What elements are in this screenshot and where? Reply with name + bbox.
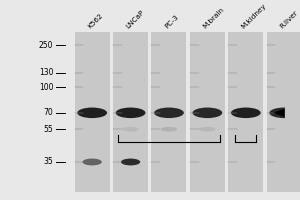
Bar bbox=[152, 32, 187, 192]
Text: 35: 35 bbox=[44, 157, 53, 166]
Text: M.kidney: M.kidney bbox=[240, 3, 267, 30]
Text: 70: 70 bbox=[44, 108, 53, 117]
Ellipse shape bbox=[231, 108, 261, 118]
Ellipse shape bbox=[193, 108, 222, 118]
Ellipse shape bbox=[116, 108, 146, 118]
Text: 250: 250 bbox=[39, 41, 53, 50]
Bar bbox=[228, 32, 263, 192]
Text: K562: K562 bbox=[86, 13, 104, 30]
Ellipse shape bbox=[161, 127, 177, 132]
Polygon shape bbox=[272, 109, 284, 117]
Text: M.brain: M.brain bbox=[202, 7, 225, 30]
Text: R.liver: R.liver bbox=[278, 10, 299, 30]
Ellipse shape bbox=[199, 127, 216, 132]
Ellipse shape bbox=[121, 159, 140, 165]
Ellipse shape bbox=[77, 108, 107, 118]
Bar bbox=[113, 32, 148, 192]
Text: PC-3: PC-3 bbox=[163, 14, 179, 30]
Ellipse shape bbox=[122, 127, 139, 132]
Text: 130: 130 bbox=[39, 68, 53, 77]
Ellipse shape bbox=[154, 108, 184, 118]
Ellipse shape bbox=[82, 159, 102, 165]
Bar bbox=[75, 32, 110, 192]
Bar bbox=[267, 32, 300, 192]
Text: 100: 100 bbox=[39, 83, 53, 92]
Text: LNCaP: LNCaP bbox=[125, 9, 146, 30]
Bar bbox=[190, 32, 225, 192]
Text: 55: 55 bbox=[44, 125, 53, 134]
Ellipse shape bbox=[269, 108, 299, 118]
